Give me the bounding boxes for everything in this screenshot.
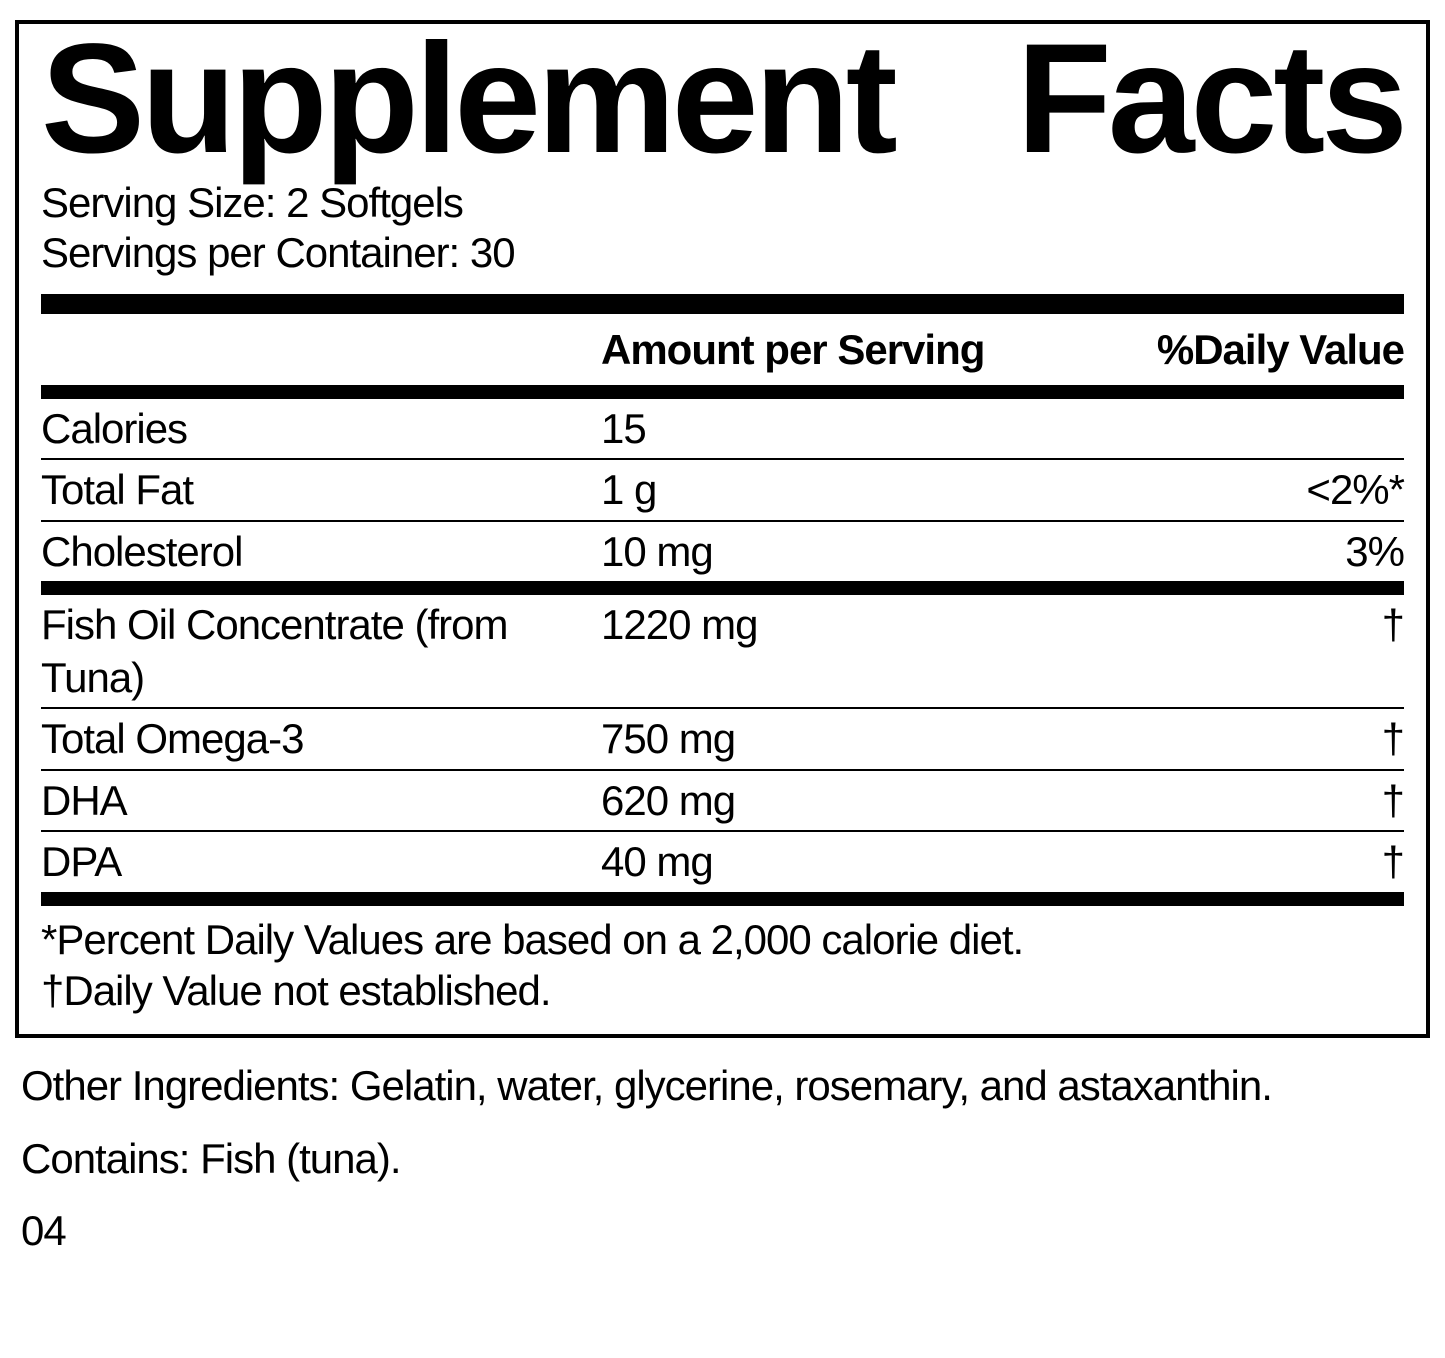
nutrient-amount: 750 mg — [601, 713, 1071, 766]
nutrient-dv: † — [1071, 836, 1404, 889]
table-row: Calories 15 — [41, 399, 1404, 459]
title-word-1: Supplement — [41, 28, 894, 172]
serving-size-label: Serving Size: — [41, 179, 286, 226]
rule-med — [41, 892, 1404, 906]
facts-panel: Supplement Facts Serving Size: 2 Softgel… — [15, 20, 1430, 1038]
rule-med — [41, 581, 1404, 595]
nutrient-name: DPA — [41, 836, 601, 889]
table-row: DHA 620 mg † — [41, 771, 1404, 831]
rule-med — [41, 385, 1404, 399]
nutrient-amount: 15 — [601, 403, 1071, 456]
nutrient-dv: 3% — [1071, 526, 1404, 579]
table-row: Cholesterol 10 mg 3% — [41, 522, 1404, 582]
nutrient-name: Fish Oil Concentrate (from Tuna) — [41, 599, 601, 704]
column-header-row: Amount per Serving %Daily Value — [41, 314, 1404, 385]
below-panel-text: Other Ingredients: Gelatin, water, glyce… — [15, 1038, 1430, 1258]
panel-title: Supplement Facts — [41, 24, 1404, 172]
footnote-line: †Daily Value not established. — [41, 965, 1404, 1016]
contains-line: Contains: Fish (tuna). — [21, 1133, 1430, 1186]
servings-per-container-value: 30 — [470, 229, 515, 276]
rule-thick — [41, 294, 1404, 314]
nutrient-dv: † — [1071, 713, 1404, 766]
nutrient-amount: 40 mg — [601, 836, 1071, 889]
nutrient-dv: † — [1071, 599, 1404, 652]
nutrient-name: DHA — [41, 775, 601, 828]
header-dv: %Daily Value — [1071, 324, 1404, 377]
title-word-2: Facts — [1016, 28, 1404, 172]
supplement-facts-page: Supplement Facts Serving Size: 2 Softgel… — [0, 0, 1445, 1258]
nutrient-amount: 620 mg — [601, 775, 1071, 828]
nutrient-name: Total Fat — [41, 464, 601, 517]
table-row: Fish Oil Concentrate (from Tuna) 1220 mg… — [41, 595, 1404, 707]
other-ingredients: Other Ingredients: Gelatin, water, glyce… — [21, 1060, 1430, 1113]
nutrient-name: Cholesterol — [41, 526, 601, 579]
nutrient-name: Total Omega-3 — [41, 713, 601, 766]
table-row: Total Omega-3 750 mg † — [41, 709, 1404, 769]
header-amount: Amount per Serving — [601, 324, 1071, 377]
nutrient-dv: † — [1071, 775, 1404, 828]
nutrient-name: Calories — [41, 403, 601, 456]
serving-block: Serving Size: 2 Softgels Servings per Co… — [41, 178, 1404, 279]
servings-per-container-label: Servings per Container: — [41, 229, 470, 276]
nutrient-amount: 1 g — [601, 464, 1071, 517]
footnote-line: *Percent Daily Values are based on a 2,0… — [41, 914, 1404, 965]
table-row: DPA 40 mg † — [41, 832, 1404, 892]
code-line: 04 — [21, 1205, 1430, 1258]
nutrient-amount: 1220 mg — [601, 599, 1071, 652]
footnotes: *Percent Daily Values are based on a 2,0… — [41, 906, 1404, 1020]
table-row: Total Fat 1 g <2%* — [41, 460, 1404, 520]
nutrient-dv: <2%* — [1071, 464, 1404, 517]
nutrient-amount: 10 mg — [601, 526, 1071, 579]
serving-size-value: 2 Softgels — [286, 179, 463, 226]
servings-per-container-line: Servings per Container: 30 — [41, 228, 1404, 278]
